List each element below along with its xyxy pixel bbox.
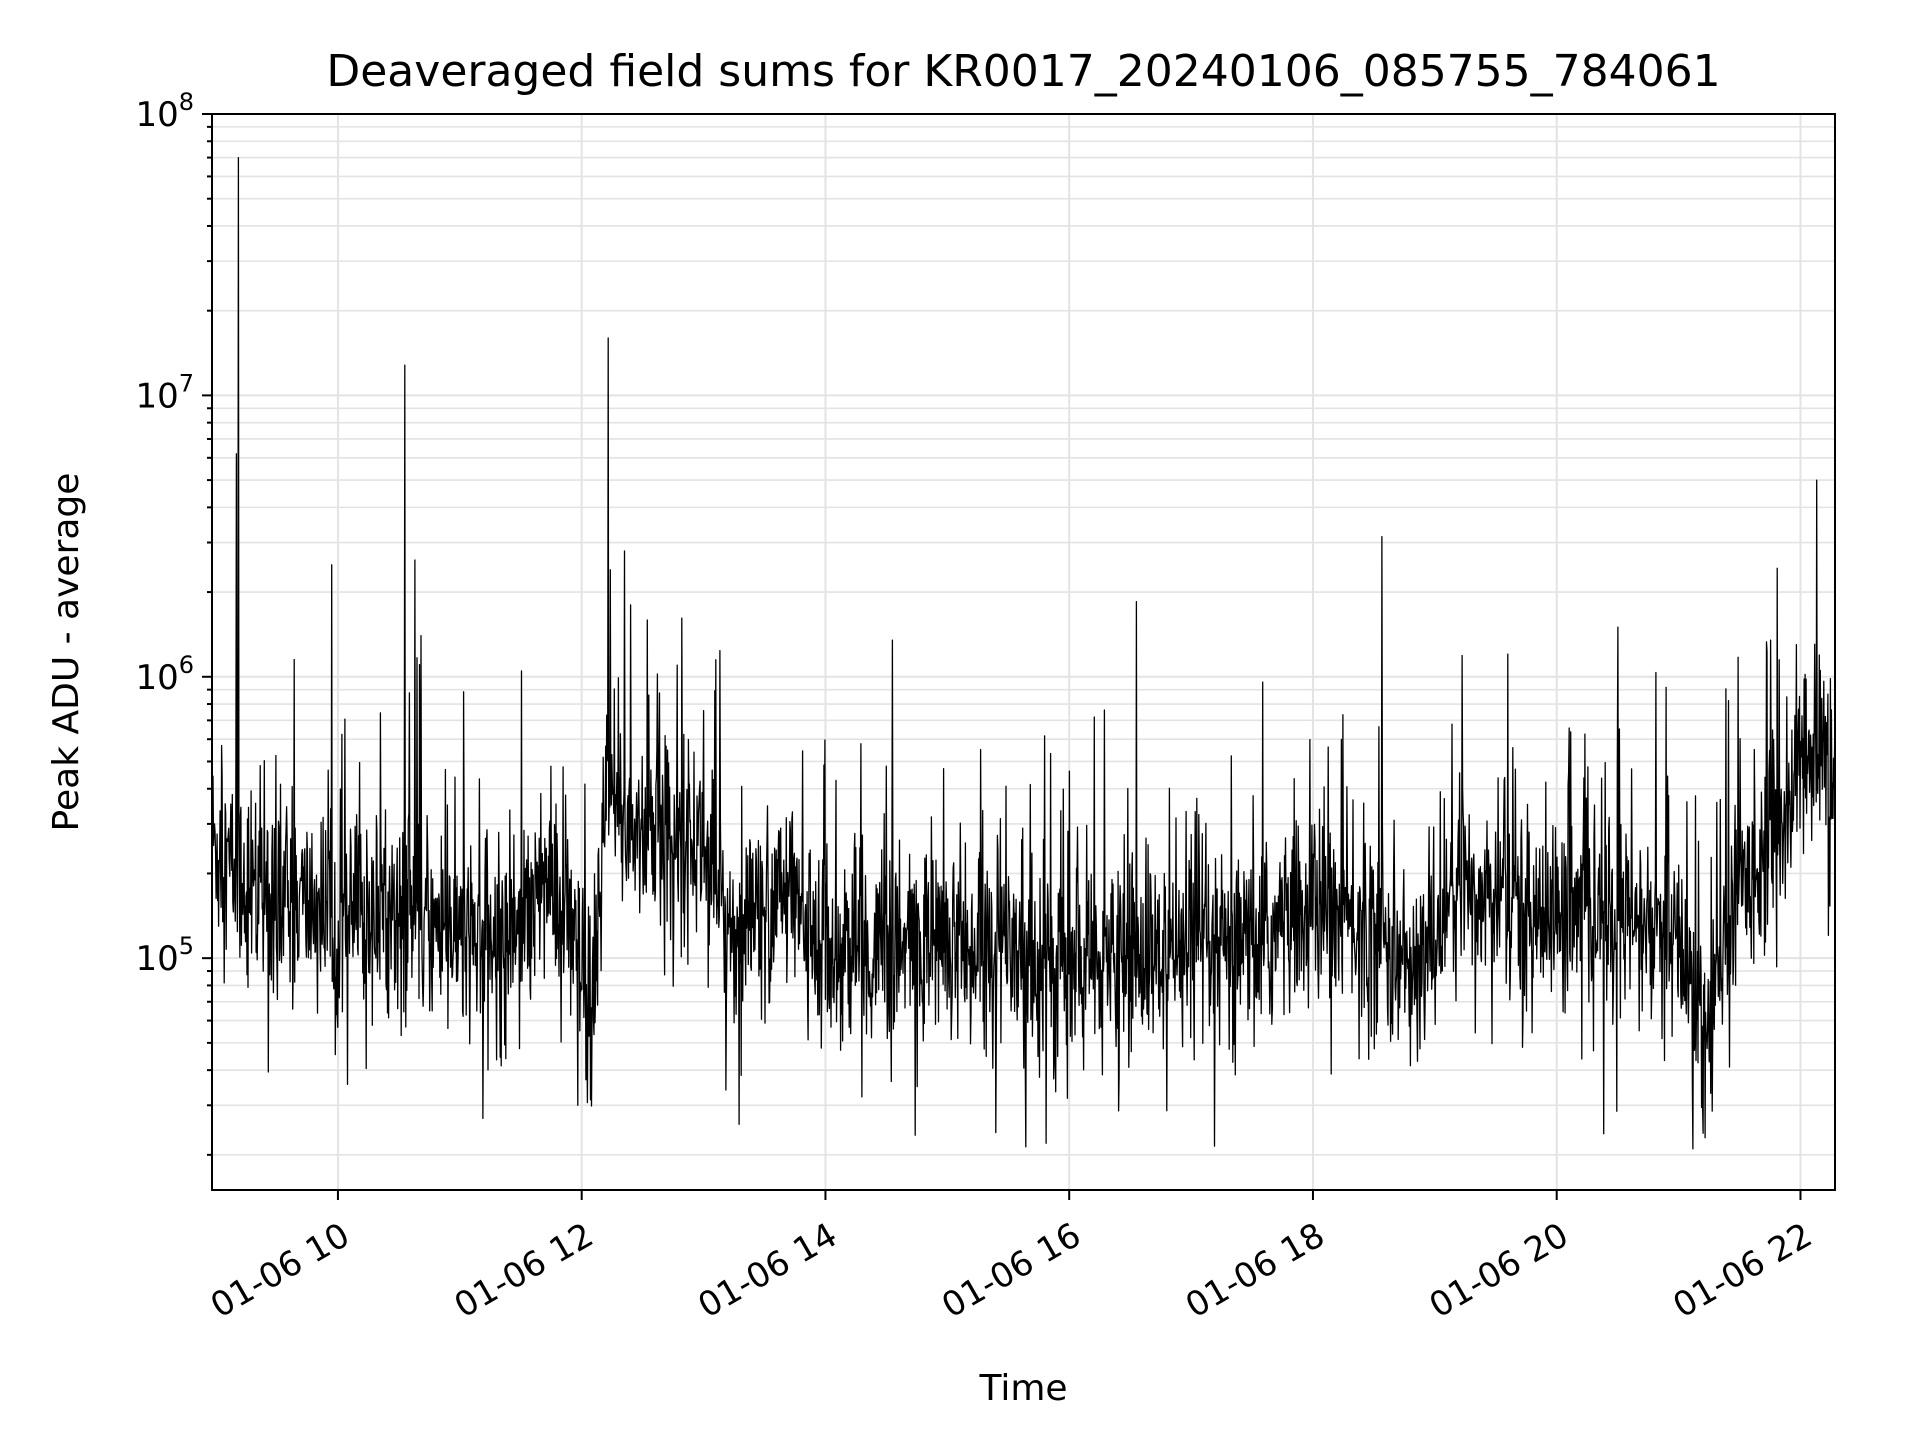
series-path [211, 156, 1836, 1150]
y-axis-label: Peak ADU - average [46, 473, 87, 832]
y-axis-ticks: 105 106 107 108 [135, 88, 212, 1156]
y-tick-label: 108 [135, 88, 194, 135]
y-tick-label: 107 [135, 369, 194, 416]
x-axis-label: Time [978, 1368, 1067, 1409]
plot-frame [211, 113, 1836, 1191]
y-tick-label: 105 [135, 932, 194, 979]
y-tick-label: 106 [135, 651, 194, 698]
chart-title: Deaveraged field sums for KR0017_2024010… [326, 46, 1720, 97]
series-line [211, 156, 1836, 1150]
